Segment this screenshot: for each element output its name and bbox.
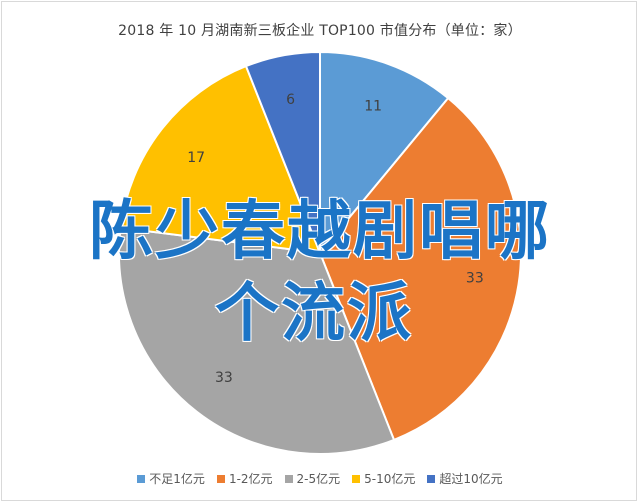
chart-title: 2018 年 10 月湖南新三板企业 TOP100 市值分布（单位：家） [118, 23, 522, 39]
legend-label: 1-2亿元 [228, 472, 273, 486]
legend-item-2: 1-2亿元 [216, 470, 273, 487]
legend-swatch [427, 474, 436, 483]
pie-slice-1 [319, 50, 450, 256]
data-label-2: 33 [466, 271, 484, 287]
legend-label: 2-5亿元 [296, 472, 341, 486]
pie-slice-5 [244, 50, 321, 254]
legend-item-1: 不足1亿元 [137, 470, 205, 487]
pie-slice-4 [119, 64, 322, 255]
legend-swatch [216, 474, 225, 483]
legend-swatch [352, 474, 361, 483]
legend-label: 不足1亿元 [149, 472, 205, 486]
legend-item-5: 超过10亿元 [427, 470, 503, 487]
data-label-4: 17 [187, 150, 205, 166]
pie-slice-3 [118, 226, 396, 455]
legend-swatch [284, 474, 293, 483]
data-label-3: 33 [215, 370, 233, 386]
data-label-1: 11 [364, 98, 382, 114]
legend-item-3: 2-5亿元 [284, 470, 341, 487]
chart-legend: 不足1亿元 1-2亿元 2-5亿元 5-10亿元 超过10亿元 [0, 470, 640, 487]
legend-item-4: 5-10亿元 [352, 470, 415, 487]
data-label-5: 6 [286, 92, 295, 108]
legend-label: 5-10亿元 [364, 472, 416, 486]
legend-swatch [137, 474, 146, 483]
pie-slice-2 [318, 96, 522, 442]
legend-label: 超过10亿元 [439, 472, 503, 486]
